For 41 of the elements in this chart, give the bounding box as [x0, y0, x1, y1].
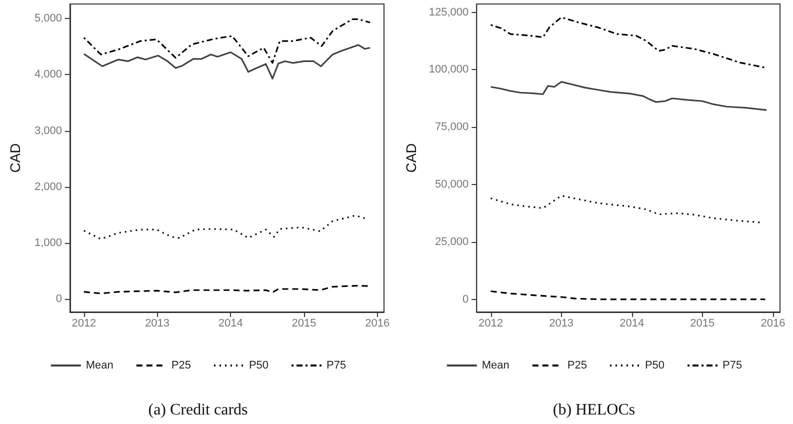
- y-tick-label: 25,000: [435, 236, 469, 248]
- legend-label: P25: [171, 360, 191, 372]
- y-axis-title: CAD: [403, 143, 419, 173]
- x-tick-label: 2013: [145, 318, 170, 330]
- y-tick-label: 5,000: [34, 12, 62, 25]
- legend-label: Mean: [86, 360, 114, 372]
- legend-label: P75: [326, 360, 346, 372]
- y-tick-label: 3,000: [34, 124, 62, 137]
- y-tick-label: 75,000: [435, 121, 469, 134]
- x-tick-label: 2014: [620, 318, 644, 330]
- line-series: [490, 194, 762, 224]
- legend-label: Mean: [482, 360, 510, 372]
- line-series: [490, 290, 766, 300]
- x-tick-label: 2014: [218, 318, 243, 330]
- x-tick-label: 2012: [72, 318, 96, 330]
- y-tick-label: 1,000: [34, 236, 62, 249]
- x-tick-label: 2015: [292, 318, 316, 330]
- y-tick-label: 4,000: [34, 68, 62, 81]
- y-axis-title: CAD: [7, 143, 23, 173]
- y-tick-label: 100,000: [428, 64, 469, 76]
- x-tick-label: 2015: [690, 318, 715, 330]
- x-tick-label: 2016: [365, 318, 390, 330]
- y-tick-label: 125,000: [428, 6, 469, 18]
- x-tick-label: 2016: [760, 318, 786, 330]
- legend-label: P75: [722, 360, 742, 372]
- x-tick-label: 2012: [478, 318, 504, 330]
- text: (b) HELOCs: [552, 402, 636, 418]
- text: (a) Credit cards: [148, 402, 248, 418]
- legend-label: P50: [644, 360, 665, 372]
- legend-label: P50: [248, 360, 269, 372]
- line-series: [83, 18, 371, 64]
- line-series: [490, 81, 768, 111]
- y-tick-label: 0: [56, 293, 62, 306]
- y-tick-label: 2,000: [34, 180, 62, 193]
- line-series: [83, 214, 366, 240]
- line-series: [490, 16, 766, 68]
- legend-label: P25: [567, 360, 587, 372]
- line-series: [83, 44, 371, 80]
- y-tick-label: 50,000: [435, 178, 469, 190]
- y-tick-label: 0: [462, 293, 469, 306]
- x-tick-label: 2013: [549, 318, 574, 330]
